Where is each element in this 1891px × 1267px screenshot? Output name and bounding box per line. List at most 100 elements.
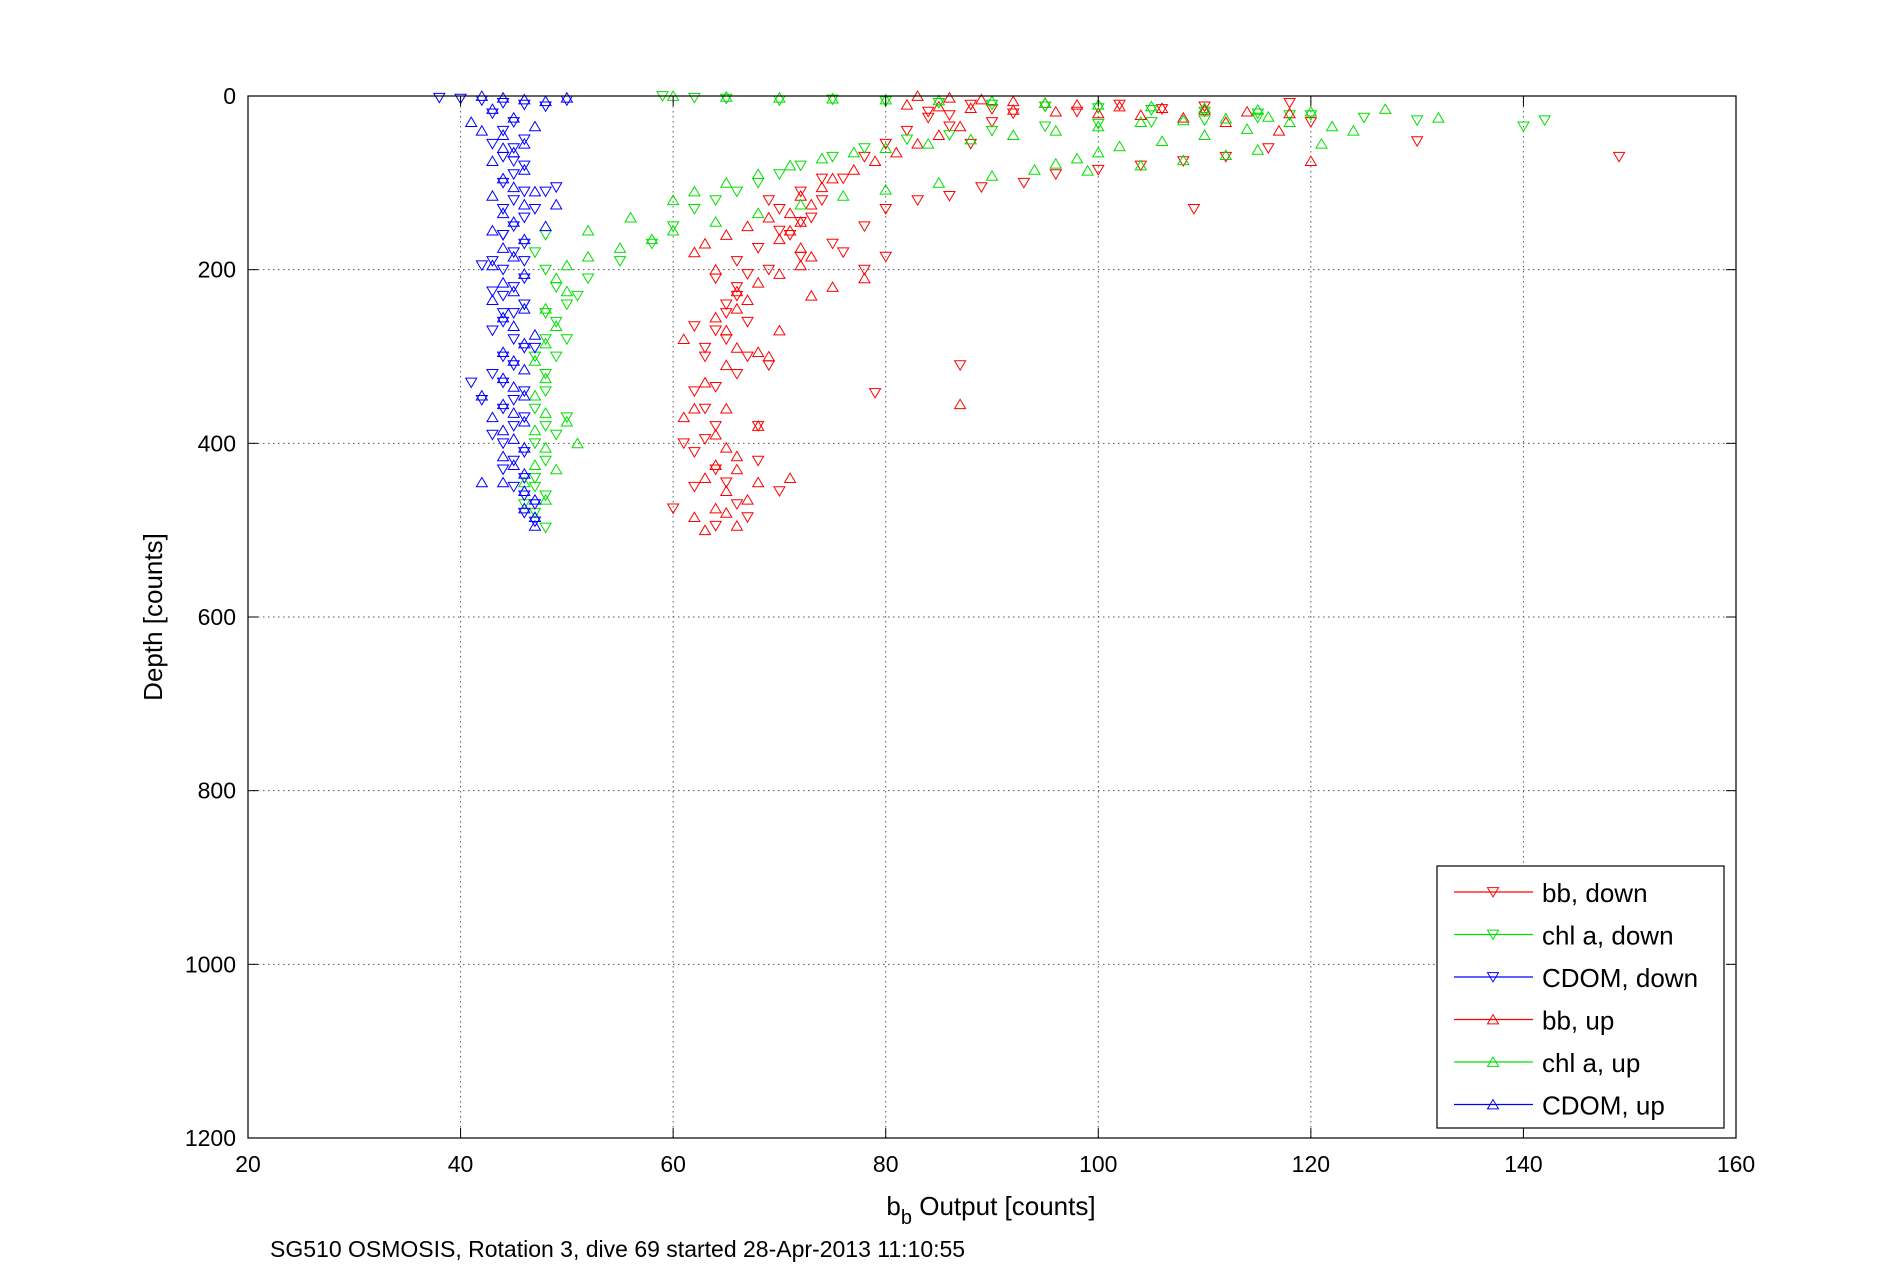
data-point xyxy=(1049,157,1063,169)
data-point xyxy=(953,120,967,132)
data-point xyxy=(539,101,552,113)
y-tick-label: 0 xyxy=(223,83,236,109)
data-point xyxy=(486,189,499,201)
data-point xyxy=(688,203,701,215)
data-point xyxy=(528,203,542,215)
data-point xyxy=(1176,114,1190,126)
data-point xyxy=(688,92,701,104)
data-point xyxy=(730,463,744,475)
y-tick-label: 800 xyxy=(198,778,236,804)
data-point xyxy=(1261,110,1275,122)
data-point xyxy=(560,415,574,427)
data-point xyxy=(1304,105,1318,117)
data-point xyxy=(719,441,733,453)
data-point xyxy=(847,146,861,158)
data-point xyxy=(783,472,797,483)
data-point xyxy=(741,351,754,363)
data-point xyxy=(1283,116,1296,127)
data-point xyxy=(1006,129,1020,140)
data-point xyxy=(879,251,893,263)
data-point xyxy=(507,334,521,346)
data-point xyxy=(539,441,552,453)
data-point xyxy=(964,99,978,111)
x-tick-label: 100 xyxy=(1079,1151,1117,1177)
data-point xyxy=(1038,97,1052,108)
data-point xyxy=(1219,149,1233,160)
data-point xyxy=(496,230,510,241)
data-point xyxy=(730,282,744,293)
data-point xyxy=(889,146,903,158)
legend-marker xyxy=(1486,1098,1500,1110)
data-point xyxy=(464,377,478,389)
data-point xyxy=(953,360,967,372)
data-point xyxy=(879,203,893,215)
data-point xyxy=(719,359,733,371)
data-point xyxy=(1155,135,1169,147)
data-point xyxy=(486,325,499,337)
data-point xyxy=(1198,103,1211,115)
data-point xyxy=(858,272,871,284)
data-point xyxy=(1410,136,1424,148)
data-point xyxy=(709,311,723,323)
data-point xyxy=(773,486,786,498)
data-point xyxy=(1113,99,1126,111)
x-tick-label: 160 xyxy=(1717,1151,1755,1177)
data-point xyxy=(730,499,744,511)
x-tick-label: 40 xyxy=(448,1151,474,1177)
data-point xyxy=(1304,117,1318,128)
data-point xyxy=(1283,110,1296,122)
data-point xyxy=(974,93,988,105)
data-point xyxy=(1219,116,1233,127)
data-point xyxy=(432,92,446,104)
data-point xyxy=(1155,102,1169,114)
data-point xyxy=(517,389,531,401)
data-point xyxy=(539,186,552,198)
data-point xyxy=(581,224,595,236)
data-point xyxy=(751,168,765,180)
data-point xyxy=(1538,115,1552,127)
data-point xyxy=(560,91,574,103)
data-point xyxy=(773,233,786,245)
data-point xyxy=(741,493,754,505)
data-point xyxy=(688,447,701,458)
data-point xyxy=(709,325,723,337)
data-point xyxy=(666,194,680,206)
data-point xyxy=(1113,140,1126,152)
data-point xyxy=(709,215,723,227)
data-point xyxy=(1261,143,1275,155)
data-point xyxy=(815,181,829,193)
data-point xyxy=(1283,98,1296,109)
data-point xyxy=(1240,123,1254,134)
legend: bb, down chl a, down CDOM, down bb, up chl a… xyxy=(1436,865,1725,1129)
data-point xyxy=(773,91,786,103)
data-point xyxy=(1198,106,1211,118)
data-point xyxy=(496,91,510,103)
data-point xyxy=(1028,163,1041,175)
data-point xyxy=(911,195,924,207)
data-point xyxy=(1304,155,1318,167)
legend-label: CDOM, up xyxy=(1542,1091,1665,1121)
data-point xyxy=(677,411,691,423)
y-tick-label: 200 xyxy=(198,257,236,283)
data-point xyxy=(932,100,946,112)
data-point xyxy=(730,519,744,531)
legend-item: chl a, up xyxy=(1454,1048,1640,1078)
data-point xyxy=(751,455,765,467)
data-point xyxy=(539,455,552,467)
data-point xyxy=(549,272,563,284)
data-point xyxy=(804,250,818,262)
data-point xyxy=(985,125,999,137)
data-point xyxy=(507,455,521,467)
data-point xyxy=(539,407,552,418)
x-tick-label: 120 xyxy=(1292,1151,1330,1177)
axis-ticks: 20 40 60 80 100 120 140 160 0 200 400 600 800 1000 120… xyxy=(185,83,1755,1177)
data-point xyxy=(709,421,723,432)
data-point xyxy=(719,485,733,496)
data-point xyxy=(613,242,627,253)
data-point xyxy=(879,138,893,150)
data-point xyxy=(773,169,786,181)
data-point xyxy=(815,195,829,207)
data-point xyxy=(486,286,499,298)
data-point xyxy=(486,224,499,236)
data-point xyxy=(1198,129,1211,140)
